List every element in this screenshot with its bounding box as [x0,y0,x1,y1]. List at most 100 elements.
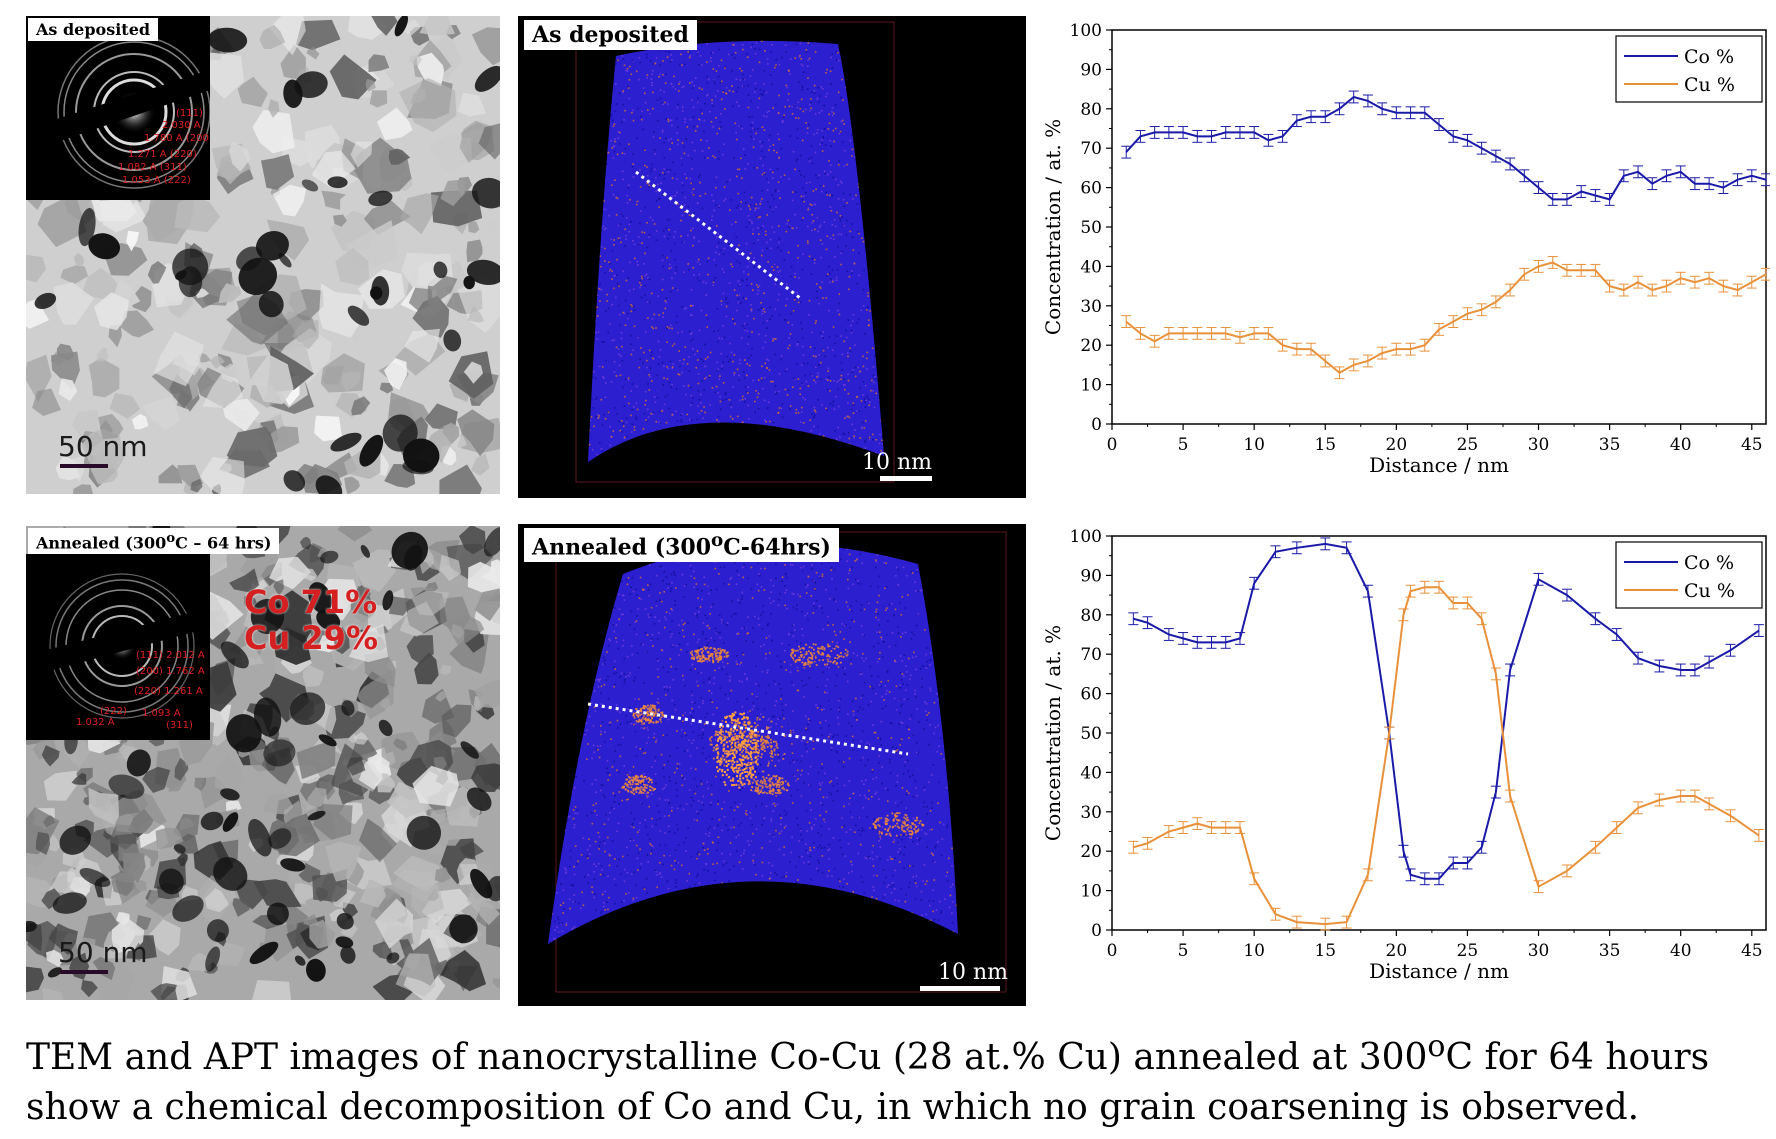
y-tick-label: 40 [1080,257,1102,277]
data-point [1590,612,1601,626]
panel-label: As deposited [524,20,697,50]
panel-label: As deposited [28,18,159,41]
y-tick-label: 90 [1080,566,1102,586]
y-tick-label: 80 [1080,606,1102,626]
data-point [1448,856,1459,870]
scale-bar-label: 10 nm [862,450,933,475]
data-point [1405,106,1416,120]
composition-label: Co 71% Cu 29% [244,584,378,656]
x-tick-label: 25 [1457,941,1479,961]
data-point [1306,110,1317,124]
y-tick-label: 20 [1080,336,1102,356]
data-point [1220,821,1231,834]
x-tick-label: 10 [1243,941,1265,961]
data-point [1320,110,1331,124]
tem-image-annealed: (111) 2.012 A (200) 1.762 A (220) 1.261 … [26,526,500,1000]
data-point [1547,256,1558,269]
data-point [1142,616,1153,630]
data-point [1192,326,1203,340]
x-tick-label: 25 [1457,435,1479,455]
data-point [1249,872,1260,886]
data-point [1163,326,1174,340]
data-point [1277,338,1288,352]
y-axis-label: Concentration / at. % [1041,625,1065,841]
saed-label: (222) [100,706,127,717]
diffraction-rings [26,573,210,719]
data-point [1121,145,1132,159]
data-point [1142,836,1153,850]
scale-bar [60,464,108,468]
x-tick-label: 0 [1107,941,1118,961]
data-point [1561,263,1572,277]
data-point [1178,632,1189,645]
series-line-cu [1125,261,1767,375]
x-tick-label: 45 [1741,435,1763,455]
data-point [1611,628,1622,641]
x-tick-label: 15 [1314,435,1336,455]
y-tick-label: 40 [1080,763,1102,783]
legend [1615,35,1763,103]
x-tick-label: 10 [1243,435,1265,455]
data-point [1163,126,1174,139]
data-point [1462,596,1473,610]
y-tick-label: 20 [1080,842,1102,862]
data-point [1306,342,1317,356]
data-point [1135,326,1146,340]
figure-caption: TEM and APT images of nanocrystalline Co… [26,1029,1710,1128]
data-point [1234,821,1245,834]
data-point [1753,624,1764,637]
data-point [1192,817,1203,831]
data-point [1519,267,1530,281]
legend-label: Cu % [1684,74,1735,96]
data-point [1689,789,1700,803]
y-tick-label: 70 [1080,139,1102,159]
y-tick-label: 30 [1080,297,1102,317]
x-tick-label: 35 [1599,435,1621,455]
data-point [1462,133,1473,147]
x-tick-label: 5 [1178,435,1189,455]
data-point [1163,825,1174,838]
saed-label: (200) 1.762 A [136,666,205,677]
data-point [1362,584,1373,598]
data-point [1590,189,1601,202]
data-point [1490,785,1501,799]
data-point [1675,663,1686,677]
data-point [1178,821,1189,834]
data-point [1689,663,1700,677]
tem-image-as-deposited: (111) 2.030 A 1.780 A (200) 1.271 A (220… [26,16,500,494]
data-point [1163,628,1174,641]
data-point [1654,659,1665,673]
data-point [1761,267,1770,281]
data-point [1398,844,1409,858]
data-point [1675,789,1686,803]
data-point [1533,181,1544,195]
x-axis-label: Distance / nm [1369,453,1509,477]
y-axis-label: Concentration / at. % [1041,119,1065,335]
data-point [1291,915,1302,929]
x-tick-label: 20 [1386,941,1408,961]
data-point [1277,129,1288,143]
data-point [1419,106,1430,120]
legend-label: Co % [1684,46,1734,68]
data-point [1220,326,1231,340]
data-point [1476,840,1487,854]
saed-label: 1.271 A (220) [128,149,197,160]
data-point [1675,271,1686,285]
data-point [1761,173,1770,187]
diffraction-rings [26,35,210,189]
saed-label: 1.093 A [142,708,181,719]
saed-label: 1.032 A [76,717,115,728]
y-tick-label: 80 [1080,100,1102,120]
legend-label: Co % [1684,552,1734,574]
data-point [1320,537,1331,551]
saed-label: 1.053 A (222) [122,175,191,186]
data-point [1675,165,1686,179]
x-tick-label: 40 [1670,941,1692,961]
scale-bar [60,970,108,974]
x-tick-label: 30 [1528,941,1550,961]
data-point [1149,126,1160,139]
cu-composition: Cu 29% [244,619,378,657]
series-line-co [1125,95,1767,201]
data-point [1490,667,1501,681]
data-point [1377,346,1388,360]
